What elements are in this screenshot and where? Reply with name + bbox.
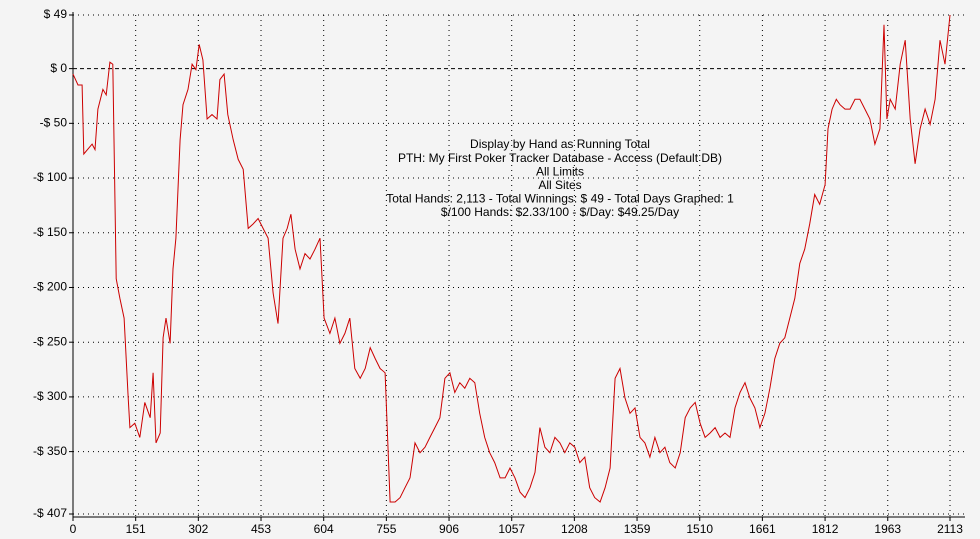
x-tick-label: 1359 [624, 522, 651, 536]
x-tick-label: 1661 [749, 522, 776, 536]
running-total-line [72, 14, 951, 503]
annotation-line: PTH: My First Poker Tracker Database - A… [398, 151, 722, 165]
x-tick-label: 755 [376, 522, 396, 536]
annotation-line: Total Hands: 2,113 - Total Winnings: $ 4… [386, 192, 734, 206]
x-tick-label: 604 [314, 522, 334, 536]
y-tick-label: -$ 407 [33, 506, 67, 520]
y-tick-label: -$ 50 [40, 116, 68, 130]
y-tick-label: -$ 350 [33, 444, 67, 458]
x-tick-label: 1510 [686, 522, 713, 536]
y-tick-label: $ 49 [44, 7, 68, 21]
annotation-line: All Limits [536, 164, 584, 178]
annotation-line: $/100 Hands: $2.33/100 - $/Day: $49.25/D… [441, 205, 679, 219]
y-tick-label: -$ 200 [33, 280, 67, 294]
x-tick-label: 1812 [812, 522, 839, 536]
y-tick-label: -$ 300 [33, 389, 67, 403]
annotation-line: All Sites [538, 178, 581, 192]
x-tick-label: 1963 [874, 522, 901, 536]
y-tick-label: -$ 150 [33, 225, 67, 239]
x-tick-label: 2113 [937, 522, 963, 536]
x-tick-label: 302 [188, 522, 208, 536]
y-tick-label: $ 0 [50, 61, 67, 75]
x-tick-label: 0 [70, 522, 77, 536]
x-tick-label: 1208 [561, 522, 588, 536]
x-tick-label: 1057 [498, 522, 525, 536]
x-tick-label: 453 [251, 522, 271, 536]
y-tick-label: -$ 100 [33, 170, 67, 184]
annotation-line: Display by Hand as Running Total [470, 137, 650, 151]
x-tick-label: 151 [126, 522, 146, 536]
x-tick-label: 906 [439, 522, 459, 536]
y-tick-label: -$ 250 [33, 334, 67, 348]
